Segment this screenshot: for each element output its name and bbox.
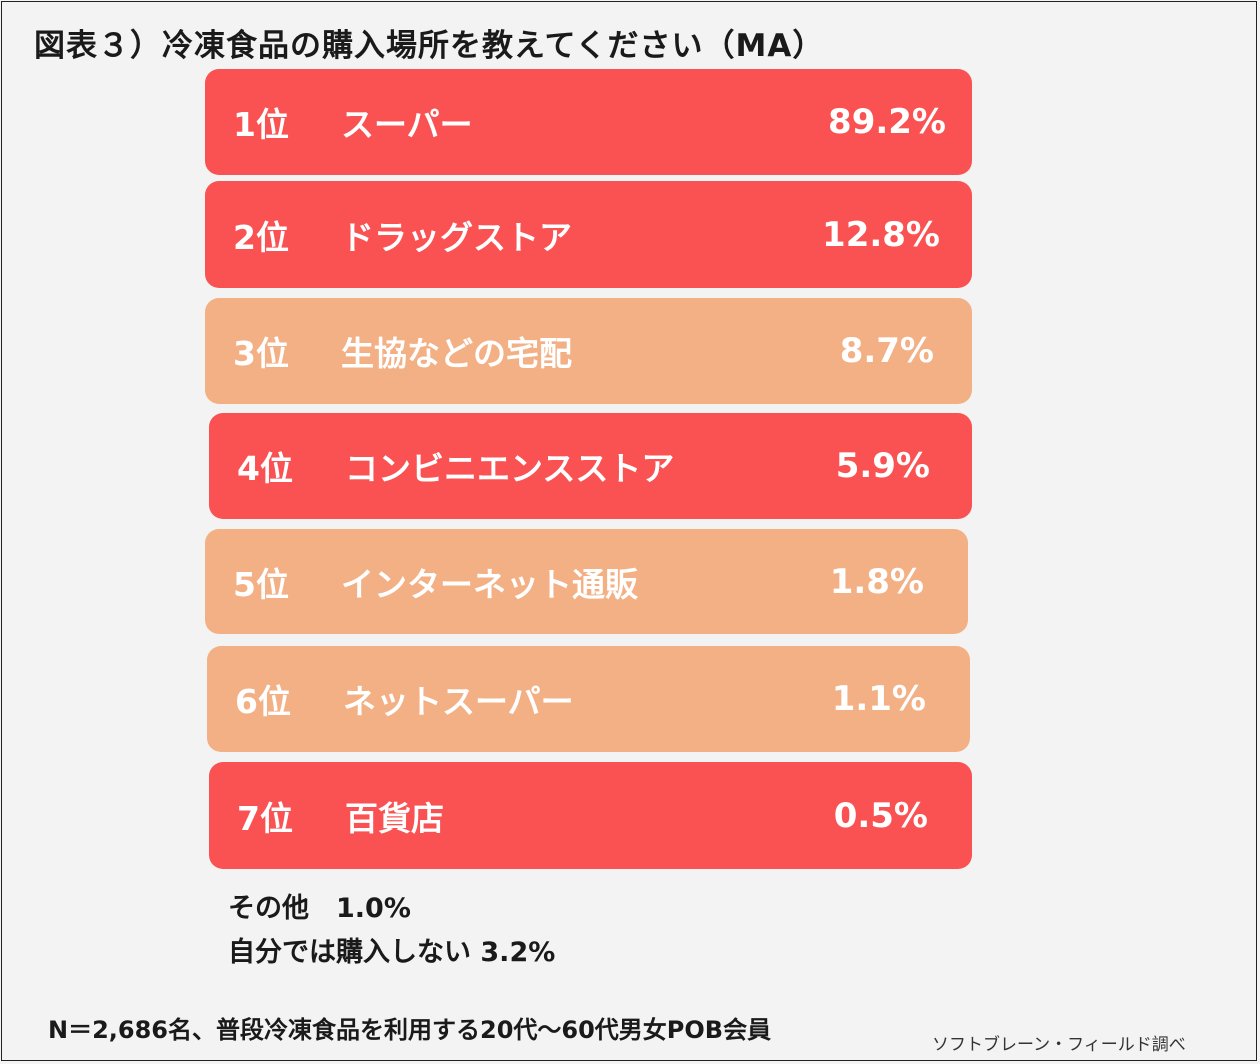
percentage-value: 1.8% (829, 561, 924, 602)
rank-label: 4位 (237, 449, 293, 488)
chart-title: 図表３）冷凍食品の購入場所を教えてください（MA） (34, 28, 825, 64)
place-name: ネットスーパー (343, 682, 574, 721)
note-not-buying: 自分では購入しない 3.2% (228, 937, 556, 968)
rank-label: 6位 (235, 682, 291, 721)
rank-label: 2位 (233, 217, 289, 257)
source-credit: ソフトブレーン・フィールド調べ (932, 1035, 1186, 1055)
percentage-value: 12.8% (822, 214, 940, 255)
rank-bar-6: 6位 ネットスーパー 1.1% (207, 646, 970, 752)
percentage-value: 8.7% (839, 331, 934, 371)
percentage-value: 89.2% (828, 102, 946, 142)
percentage-value: 1.1% (831, 679, 926, 719)
rank-bar-7: 7位 百貨店 0.5% (209, 762, 972, 869)
place-name: スーパー (341, 105, 473, 144)
place-name: 百貨店 (345, 798, 444, 838)
rank-bar-4: 4位 コンビニエンスストア 5.9% (209, 413, 972, 519)
rank-label: 1位 (233, 105, 289, 144)
rank-label: 3位 (233, 334, 289, 373)
place-name: コンビニエンスストア (345, 449, 675, 488)
rank-bar-3: 3位 生協などの宅配 8.7% (205, 298, 972, 404)
rank-bar-1: 1位 スーパー 89.2% (205, 69, 972, 175)
rank-bar-2: 2位 ドラッグストア 12.8% (205, 181, 972, 288)
place-name: 生協などの宅配 (341, 334, 572, 373)
rank-label: 5位 (233, 564, 289, 604)
place-name: インターネット通販 (341, 564, 638, 604)
note-other: その他 1.0% (228, 893, 411, 924)
percentage-value: 0.5% (833, 795, 928, 836)
rank-bar-5: 5位 インターネット通販 1.8% (205, 529, 968, 634)
sample-footnote: N＝2,686名、普段冷凍食品を利用する20代〜60代男女POB会員 (48, 1016, 772, 1044)
percentage-value: 5.9% (835, 446, 930, 486)
place-name: ドラッグストア (341, 217, 572, 257)
rank-label: 7位 (237, 798, 293, 838)
